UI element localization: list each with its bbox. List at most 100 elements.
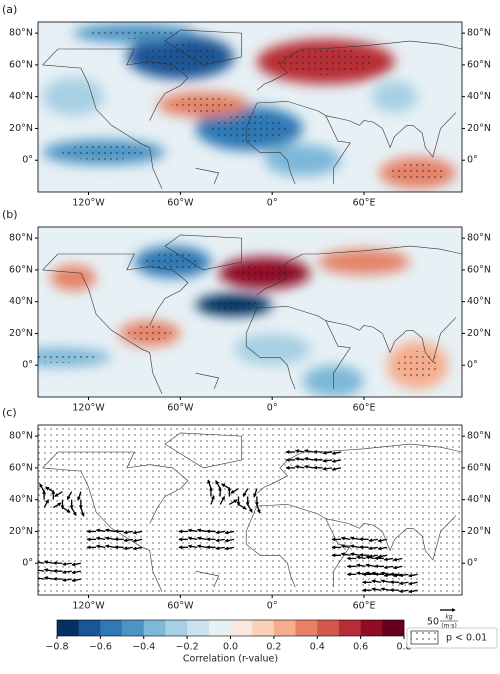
flux-vector (62, 578, 72, 582)
lat-tick-label: 20°N (9, 328, 33, 339)
lat-tick-label: 20°N (9, 526, 33, 537)
lon-tick-label: 120°W (72, 403, 105, 414)
flux-vector (215, 480, 221, 489)
flux-vector (215, 530, 225, 535)
panel-label: (c) (2, 406, 17, 419)
panel-label: (a) (2, 3, 17, 16)
significance-dots (211, 115, 287, 142)
lat-tick-label: 0° (22, 155, 33, 166)
flux-vector (356, 563, 366, 568)
field-blob (233, 333, 311, 366)
flux-vector (196, 544, 207, 549)
flux-vector (371, 587, 381, 592)
flux-vector (398, 589, 409, 594)
flux-vector (43, 499, 50, 508)
flux-vector (368, 554, 378, 559)
lon-tick-label: 60°E (353, 198, 376, 209)
flux-vector (304, 464, 314, 469)
flux-vector (349, 552, 360, 557)
lat-tick-label: 40°N (9, 494, 33, 505)
dot-grid (38, 425, 462, 595)
lat-tick-label: 40°N (9, 296, 33, 307)
colorbar-tick-label: 0.2 (266, 642, 281, 653)
lon-tick-label: 60°W (167, 601, 194, 612)
colorbar-segment (273, 620, 296, 636)
map-frame (37, 21, 463, 193)
lat-tick-label: 20°N (467, 328, 491, 339)
flux-vector (331, 467, 342, 471)
flux-vector (95, 536, 106, 541)
flux-vector (71, 570, 81, 575)
lat-tick-label: 60°N (467, 462, 491, 473)
flux-vector (43, 568, 54, 573)
significance-dots (396, 350, 440, 380)
lon-tick-label: 0° (267, 403, 278, 414)
lat-tick-label: 20°N (9, 123, 33, 134)
flux-vector (187, 528, 198, 533)
flux-vector (368, 546, 378, 551)
flux-vector (95, 528, 106, 533)
lon-tick-label: 60°E (353, 601, 376, 612)
flux-vector (105, 544, 115, 549)
colorbar-tick-label: −0.2 (176, 642, 199, 653)
colorbar-segment (317, 620, 340, 636)
map-panel (38, 425, 462, 595)
flux-vector (38, 560, 45, 565)
field-blob (42, 77, 104, 116)
lat-tick-label: 40°N (467, 494, 491, 505)
flux-vector (123, 538, 134, 543)
flux-vector (132, 546, 143, 551)
flux-vector (224, 530, 235, 535)
map-frame (37, 424, 463, 596)
colorbar-segment (382, 620, 405, 636)
flux-vector (349, 536, 360, 541)
flux-vector (398, 573, 409, 578)
flux-vector (365, 563, 375, 568)
colorbar-segment (252, 620, 275, 636)
flux-vector (187, 544, 198, 549)
flux-vector (123, 546, 134, 551)
colorbar-segment (295, 620, 318, 636)
flux-vector (207, 479, 212, 489)
significance-dots (60, 144, 147, 160)
colorbar-segment (187, 620, 210, 636)
significance-dots (171, 96, 236, 113)
significance-dots (207, 298, 261, 312)
map-panel (38, 227, 462, 397)
lon-tick-label: 0° (267, 601, 278, 612)
lon-tick-label: 120°W (72, 601, 105, 612)
lat-tick-label: 0° (467, 558, 478, 569)
flux-vector (43, 560, 54, 565)
flux-vector (392, 557, 403, 562)
lat-tick-label: 80°N (9, 431, 33, 442)
colorbar-tick-label: 0.6 (353, 642, 368, 653)
flux-vector (331, 459, 342, 463)
map-frame (37, 226, 463, 398)
flux-vector (340, 544, 351, 549)
flux-vector (377, 546, 388, 551)
flux-vector (371, 579, 381, 584)
flux-vector (54, 491, 63, 497)
colorbar-segment (57, 620, 79, 636)
coastline (42, 29, 462, 189)
lat-tick-label: 20°N (467, 123, 491, 134)
lat-tick-label: 80°N (9, 233, 33, 244)
flux-vector (62, 570, 72, 574)
flux-vector (383, 565, 394, 570)
flux-vector (398, 581, 409, 586)
vector-key-unit: (m·s) (441, 623, 457, 630)
colorbar-segment (100, 620, 123, 636)
flux-vector (377, 554, 388, 559)
coastline (42, 234, 462, 394)
flux-vector (196, 528, 207, 533)
vector-key-value: 50 (427, 617, 439, 628)
significance-dots (91, 27, 178, 39)
colorbar-tick-label: 0.8 (396, 642, 411, 653)
colorbar-label: Correlation (r-value) (183, 654, 278, 665)
field-blob (50, 265, 97, 291)
colorbar-segment (208, 620, 231, 636)
lon-tick-label: 120°W (72, 198, 105, 209)
flux-vector (45, 486, 54, 493)
colorbar-tick-label: 0.0 (223, 642, 238, 653)
